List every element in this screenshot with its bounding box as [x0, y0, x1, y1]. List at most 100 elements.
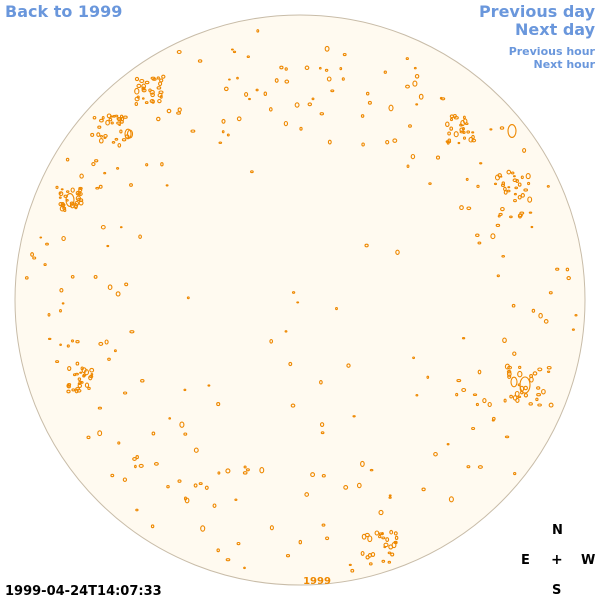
contour-speck	[78, 380, 83, 384]
contour-speck	[472, 393, 478, 397]
contour-speck	[165, 184, 169, 187]
contour-speck	[428, 182, 432, 185]
contour-speck	[389, 529, 394, 535]
contour-speck	[541, 388, 546, 395]
contour-speck	[348, 563, 352, 567]
contour-speck	[150, 524, 155, 529]
contour-speck	[385, 537, 390, 543]
back-to-year-link[interactable]: Back to 1999	[5, 2, 123, 21]
contour-speck	[299, 126, 303, 131]
contour-speck	[236, 76, 239, 80]
contour-speck	[523, 385, 528, 391]
contour-speck	[475, 233, 480, 238]
contour-speck	[123, 115, 128, 119]
contour-loop	[510, 376, 518, 388]
contour-speck	[283, 120, 289, 127]
contour-speck	[412, 80, 418, 87]
contour-speck	[138, 234, 142, 239]
contour-speck	[117, 441, 121, 445]
contour-speck	[91, 162, 96, 167]
contour-speck	[327, 139, 332, 145]
contour-speck	[159, 78, 164, 83]
contour-loop	[65, 193, 75, 207]
contour-speck	[90, 132, 95, 137]
contour-speck	[503, 398, 507, 403]
contour-speck	[571, 328, 575, 331]
next-hour-link[interactable]: Next hour	[533, 58, 596, 71]
contour-speck	[503, 186, 507, 192]
contour-speck	[459, 205, 464, 211]
contour-speck	[134, 464, 137, 469]
contour-speck	[176, 49, 182, 55]
contour-speck	[546, 365, 552, 370]
contour-speck	[502, 337, 507, 344]
contour-speck	[414, 73, 420, 79]
contour-speck	[198, 482, 203, 486]
previous-hour-link[interactable]: Previous hour	[508, 45, 595, 58]
contour-loop	[507, 124, 517, 138]
contour-speck	[105, 119, 110, 126]
contour-speck	[324, 68, 329, 72]
contour-speck	[445, 121, 450, 128]
contour-speck	[177, 107, 182, 113]
contour-speck	[225, 468, 231, 474]
contour-speck	[462, 136, 467, 140]
contour-speck	[498, 212, 503, 216]
contour-speck	[361, 142, 365, 147]
contour-speck	[388, 104, 394, 112]
contour-speck	[555, 267, 560, 271]
contour-speck	[405, 57, 409, 61]
contour-speck	[122, 391, 128, 395]
contour-speck	[156, 76, 160, 80]
contour-speck	[517, 195, 522, 200]
contour-speck	[99, 134, 104, 138]
contour-speck	[65, 157, 70, 162]
contour-speck	[385, 139, 390, 145]
contour-speck	[168, 417, 172, 420]
contour-speck	[487, 401, 492, 408]
contour-speck	[55, 185, 59, 190]
contour-speck	[132, 457, 137, 461]
contour-speck	[393, 531, 398, 536]
contour-speck	[324, 45, 330, 52]
contour-speck	[433, 451, 438, 457]
contour-speck	[122, 477, 128, 482]
contour-speck	[500, 206, 505, 212]
contour-speck	[380, 532, 384, 535]
contour-speck	[69, 202, 75, 209]
contour-speck	[410, 153, 416, 160]
contour-speck	[394, 535, 399, 541]
contour-speck	[520, 193, 525, 198]
contour-speck	[74, 388, 79, 394]
contour-speck	[70, 187, 75, 193]
contour-speck	[274, 78, 279, 83]
contour-speck	[190, 129, 196, 133]
contour-speck	[75, 387, 81, 391]
contour-speck	[226, 133, 230, 137]
next-day-link[interactable]: Next day	[515, 20, 595, 39]
contour-speck	[70, 274, 75, 279]
contour-speck	[512, 178, 518, 183]
contour-speck	[67, 366, 72, 371]
contour-speck	[110, 473, 115, 478]
contour-speck	[565, 267, 570, 272]
contour-speck	[507, 374, 512, 379]
contour-speck	[110, 121, 114, 125]
contour-speck	[462, 131, 466, 134]
contour-speck	[528, 211, 533, 214]
contour-speck	[193, 483, 198, 488]
contour-speck	[446, 141, 450, 145]
contour-speck	[479, 162, 483, 165]
previous-day-link[interactable]: Previous day	[478, 2, 595, 21]
contour-speck	[256, 29, 260, 33]
contour-speck	[426, 375, 430, 379]
contour-speck	[183, 388, 187, 392]
contour-speck	[490, 233, 496, 240]
compass-north: N	[552, 523, 563, 538]
contour-speck	[60, 188, 64, 191]
contour-speck	[517, 182, 522, 187]
contour-speck	[413, 66, 417, 70]
contour-speck	[546, 185, 550, 188]
contour-speck	[449, 117, 454, 122]
contour-speck	[381, 559, 386, 563]
